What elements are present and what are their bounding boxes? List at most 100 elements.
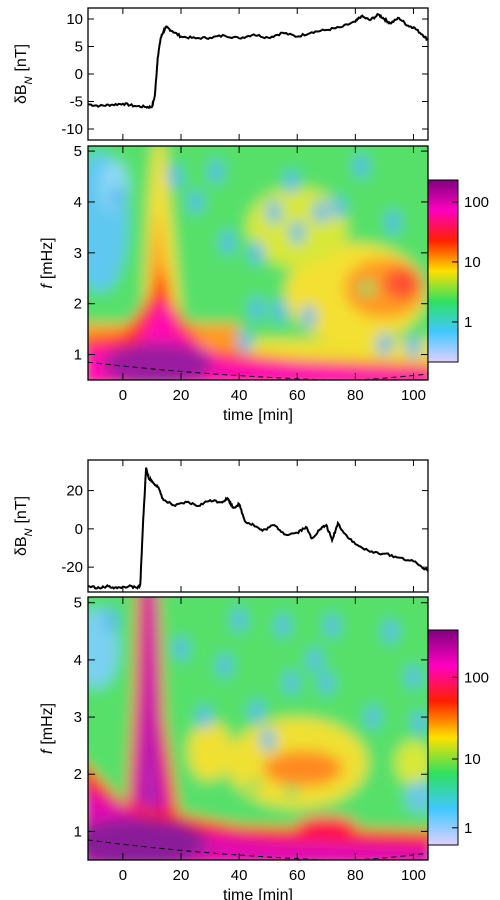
- x-tick-label: 60: [289, 867, 306, 884]
- line-plot-frame-0: [87, 7, 429, 141]
- y-tick-label: 5: [75, 39, 83, 56]
- heatmap-blob: [406, 334, 421, 359]
- colorbar-tick-label: 100: [464, 194, 489, 211]
- y-tick-label: 1: [74, 823, 82, 840]
- y-axis-label-main: δB: [13, 84, 30, 104]
- y-axis-label: f [mHz]: [39, 237, 56, 288]
- heatmap-blob: [383, 619, 398, 644]
- x-tick-label: 100: [401, 867, 426, 884]
- cone-of-influence: [88, 361, 342, 380]
- y-tick-label: 4: [74, 652, 82, 669]
- heatmap-blob: [290, 220, 305, 245]
- cone-of-influence: [88, 839, 340, 860]
- heatmap-blob: [412, 710, 427, 735]
- y-axis-label-sub: N: [23, 528, 35, 536]
- y-axis-label: f [mHz]: [39, 703, 56, 754]
- y-tick-label: -10: [61, 121, 83, 138]
- heatmap-blob: [207, 803, 224, 814]
- x-axis-label-unit: [min]: [258, 887, 293, 900]
- heatmap-blob: [307, 647, 322, 672]
- colorbar-tick-label: 100: [464, 669, 489, 686]
- heatmap-blob: [319, 670, 334, 695]
- y-tick-label: 20: [66, 483, 83, 500]
- heatmap-blob: [104, 607, 119, 632]
- x-tick-label: 100: [401, 387, 426, 404]
- y-tick-label: -5: [70, 94, 83, 111]
- y-tick-label: -20: [61, 559, 83, 576]
- x-tick-label: 20: [173, 387, 190, 404]
- heatmap-blob: [110, 184, 125, 209]
- x-tick-label: 20: [173, 867, 190, 884]
- y-tick-label: 3: [74, 245, 82, 262]
- x-tick-label: 0: [119, 387, 127, 404]
- heatmap-blob: [266, 200, 281, 225]
- heatmap-blob: [220, 230, 235, 255]
- heatmap-2: [88, 597, 428, 860]
- heatmap-blob: [237, 329, 252, 354]
- cone-of-influence: [355, 852, 428, 860]
- y-axis-label: δBN [nT]: [13, 44, 35, 104]
- y-axis-label-main: f: [39, 748, 56, 754]
- heatmap-blob: [168, 164, 183, 189]
- heatmap-blob: [284, 169, 299, 194]
- heatmap-blob: [249, 240, 264, 265]
- y-axis-label-main: δB: [13, 536, 30, 556]
- heatmap-field: [88, 597, 428, 860]
- heatmap-blob: [232, 607, 247, 632]
- heatmap-blob: [284, 670, 299, 695]
- heatmap-blob: [330, 195, 345, 220]
- heatmap-blob: [217, 653, 232, 678]
- heatmap-blob: [313, 200, 328, 225]
- x-tick-label: 40: [231, 387, 248, 404]
- x-axis-label: time [min]: [223, 407, 293, 424]
- y-axis-label-sub: N: [23, 76, 35, 84]
- heatmap-blob: [283, 786, 300, 797]
- y-tick-label: 0: [75, 66, 83, 83]
- y-tick-label: 2: [74, 296, 82, 313]
- y-tick-label: 5: [74, 143, 82, 160]
- colorbar-tick-label: 1: [464, 820, 472, 837]
- y-tick-label: 2: [74, 766, 82, 783]
- y-tick-label: 3: [74, 709, 82, 726]
- y-axis-label-unit: [mHz]: [39, 703, 56, 745]
- y-axis-label-unit: [mHz]: [39, 237, 56, 279]
- heatmap-blob: [249, 699, 264, 724]
- x-axis-label-unit: [min]: [258, 407, 293, 424]
- colorbar: [427, 629, 459, 846]
- x-tick-label: 40: [231, 867, 248, 884]
- heatmap-blob: [188, 189, 203, 214]
- x-tick-label: 80: [347, 387, 364, 404]
- y-tick-label: 0: [75, 521, 83, 538]
- series-line: [87, 467, 429, 590]
- heatmap-blob: [377, 332, 392, 357]
- heatmap-blob: [406, 665, 421, 690]
- heatmap-blob: [365, 705, 380, 730]
- heatmap-field: [88, 146, 428, 380]
- y-axis-label-unit: [nT]: [13, 496, 30, 524]
- heatmap-blob: [275, 613, 290, 638]
- x-axis-label-main: time: [223, 407, 253, 424]
- y-axis-label-unit: [nT]: [13, 44, 30, 72]
- heatmap-blob: [249, 296, 264, 321]
- heatmap-1: [88, 146, 428, 380]
- y-tick-label: 1: [74, 347, 82, 364]
- x-tick-label: 60: [289, 387, 306, 404]
- colorbar-tick-label: 1: [464, 314, 472, 331]
- heatmap-blob: [325, 613, 340, 638]
- colorbar-tick-label: 10: [464, 254, 481, 271]
- heatmap-blob: [208, 159, 223, 184]
- series-line: [87, 12, 429, 110]
- x-tick-label: 80: [347, 867, 364, 884]
- y-tick-label: 5: [74, 595, 82, 612]
- x-tick-label: 0: [119, 867, 127, 884]
- line-plot-frame-2: [87, 459, 429, 593]
- y-tick-label: 4: [74, 194, 82, 211]
- heatmap-blob: [386, 210, 401, 235]
- heatmap-blob: [245, 780, 262, 791]
- heatmap-blob: [173, 636, 188, 661]
- heatmap-blob: [197, 705, 212, 730]
- heatmap-blob: [354, 154, 369, 179]
- heatmap-blob: [272, 299, 287, 324]
- y-axis-label-main: f: [39, 283, 56, 289]
